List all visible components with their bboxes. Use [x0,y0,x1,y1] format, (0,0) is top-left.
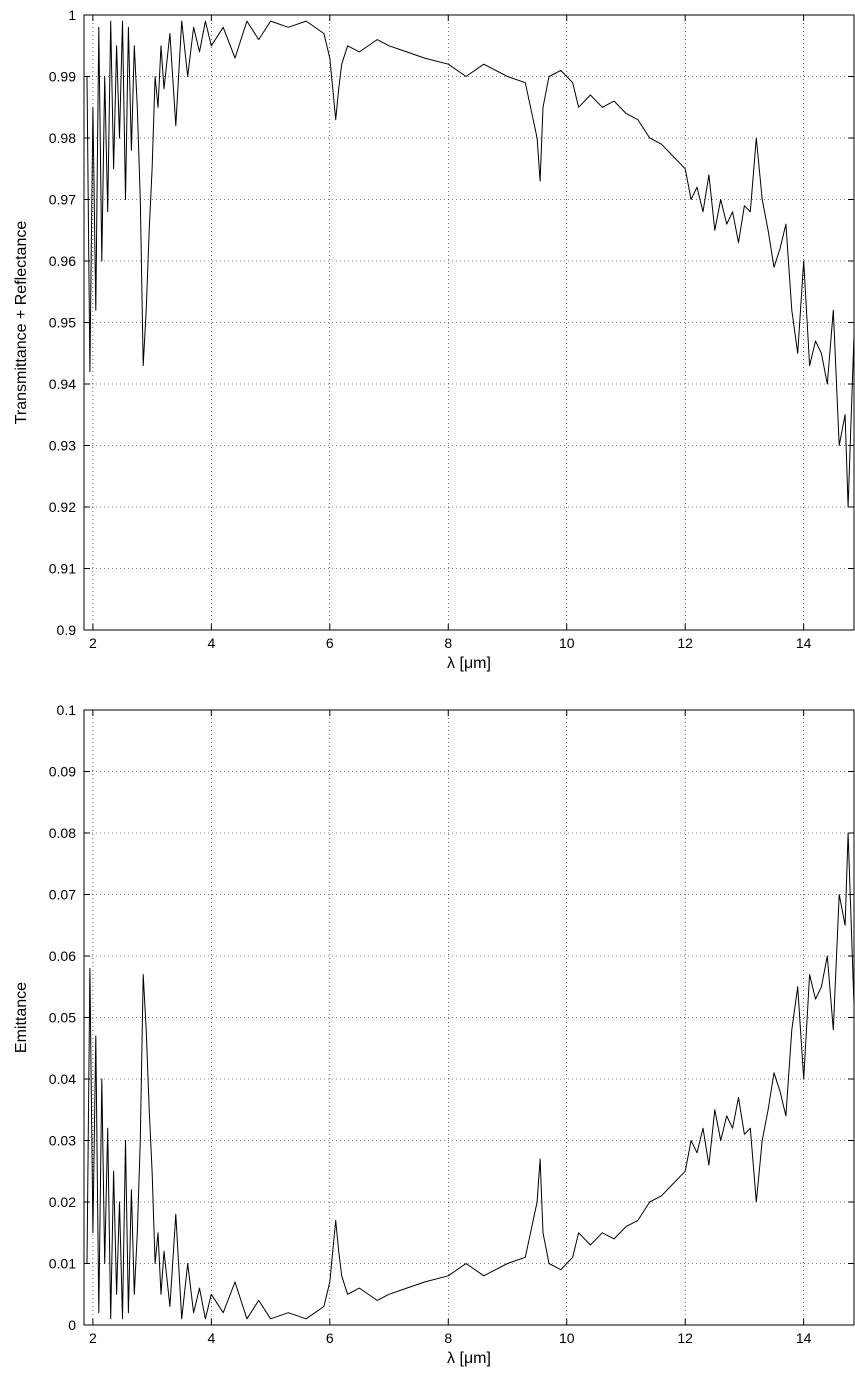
x-tick-label: 8 [444,635,452,651]
y-tick-label: 0.98 [49,130,76,146]
y-tick-label: 0.99 [49,69,76,85]
y-tick-label: 0.9 [57,622,77,638]
data-series-line [86,20,854,508]
y-axis-label: Transmittance + Reflectance [13,221,30,425]
y-tick-label: 0.05 [49,1010,76,1026]
y-tick-label: 1 [68,7,76,23]
x-tick-label: 10 [559,635,575,651]
x-tick-label: 2 [89,635,97,651]
x-tick-label: 12 [677,635,693,651]
y-tick-label: 0.04 [49,1071,76,1087]
x-tick-label: 8 [444,1330,452,1346]
data-series-line [86,832,854,1320]
y-tick-label: 0.94 [49,376,76,392]
x-axis-label: λ [μm] [447,1350,491,1367]
y-tick-label: 0.92 [49,499,76,515]
x-tick-label: 4 [207,635,215,651]
y-tick-label: 0.01 [49,1256,76,1272]
x-tick-label: 14 [796,635,812,651]
x-tick-label: 4 [207,1330,215,1346]
x-axis-label: λ [μm] [447,655,491,672]
y-tick-label: 0.96 [49,253,76,269]
x-tick-label: 2 [89,1330,97,1346]
y-tick-label: 0.91 [49,561,76,577]
y-tick-label: 0.1 [57,702,77,718]
x-tick-label: 6 [326,1330,334,1346]
y-axis-label: Emittance [13,982,30,1053]
y-tick-label: 0.08 [49,825,76,841]
y-tick-label: 0.03 [49,1133,76,1149]
y-tick-label: 0.07 [49,887,76,903]
y-tick-label: 0.09 [49,764,76,780]
x-tick-label: 6 [326,635,334,651]
transmittance-reflectance-plot: 2 4 6 8 10 12 14 0.9 0.91 0.92 0.93 0.94 0.95 0.96 0.9… [13,7,855,672]
y-tick-label: 0 [68,1317,76,1333]
y-tick-label: 0.95 [49,315,76,331]
x-tick-label: 14 [796,1330,812,1346]
emittance-plot: 2 4 6 8 10 12 14 0 0.01 0.02 0.03 0.04 0.05 0.06 0.07 0… [13,702,855,1367]
y-tick-label: 0.02 [49,1194,76,1210]
x-tick-label: 12 [677,1330,693,1346]
y-tick-label: 0.93 [49,438,76,454]
y-tick-label: 0.06 [49,948,76,964]
y-tick-label: 0.97 [49,192,76,208]
x-tick-label: 10 [559,1330,575,1346]
